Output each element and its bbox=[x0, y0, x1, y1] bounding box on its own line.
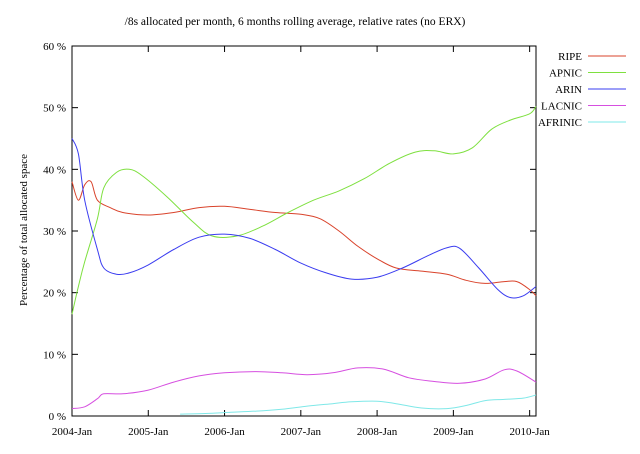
legend-item-arin: ARIN bbox=[555, 84, 626, 96]
y-tick-label: 60 % bbox=[43, 41, 66, 53]
legend-label: LACNIC bbox=[541, 101, 582, 113]
series-line-ripe bbox=[71, 180, 537, 297]
legend-item-lacnic: LACNIC bbox=[541, 101, 626, 113]
chart-title: /8s allocated per month, 6 months rollin… bbox=[125, 16, 466, 28]
y-tick-label: 20 % bbox=[43, 288, 66, 300]
legend: RIPE APNIC ARIN LACNIC AFRINIC bbox=[538, 51, 626, 129]
y-tick-label: 30 % bbox=[43, 226, 66, 238]
legend-label: APNIC bbox=[549, 68, 582, 80]
x-tick-label: 2010-Jan bbox=[509, 426, 550, 438]
x-tick-label: 2006-Jan bbox=[204, 426, 245, 438]
x-tick-label: 2009-Jan bbox=[433, 426, 474, 438]
legend-item-ripe: RIPE bbox=[558, 51, 626, 63]
y-tick-label: 10 % bbox=[43, 349, 66, 361]
y-tick-label: 40 % bbox=[43, 164, 66, 176]
x-axis: 2004-Jan 2005-Jan 2006-Jan 2007-Jan 2008-Jan… bbox=[52, 46, 550, 438]
series-line-afrinic bbox=[180, 394, 537, 415]
y-tick-label: 50 % bbox=[43, 103, 66, 115]
x-tick-label: 2005-Jan bbox=[128, 426, 169, 438]
plot-frame bbox=[71, 45, 537, 417]
y-axis: 0 % 10 % 20 % 30 % 40 % 50 % 60 % bbox=[43, 41, 536, 423]
legend-label: ARIN bbox=[555, 84, 582, 96]
x-tick-label: 2007-Jan bbox=[281, 426, 322, 438]
series-line-arin bbox=[71, 138, 537, 299]
y-tick-label: 0 % bbox=[49, 411, 66, 423]
series-line-apnic bbox=[71, 106, 537, 315]
x-tick-label: 2004-Jan bbox=[52, 426, 93, 438]
y-axis-label: Percentage of total allocated space bbox=[18, 154, 30, 306]
series-line-lacnic bbox=[71, 367, 537, 410]
legend-label: AFRINIC bbox=[538, 117, 582, 129]
series-lines bbox=[71, 106, 537, 415]
legend-item-apnic: APNIC bbox=[549, 68, 626, 80]
legend-label: RIPE bbox=[558, 51, 582, 63]
legend-item-afrinic: AFRINIC bbox=[538, 117, 626, 129]
x-tick-label: 2008-Jan bbox=[357, 426, 398, 438]
